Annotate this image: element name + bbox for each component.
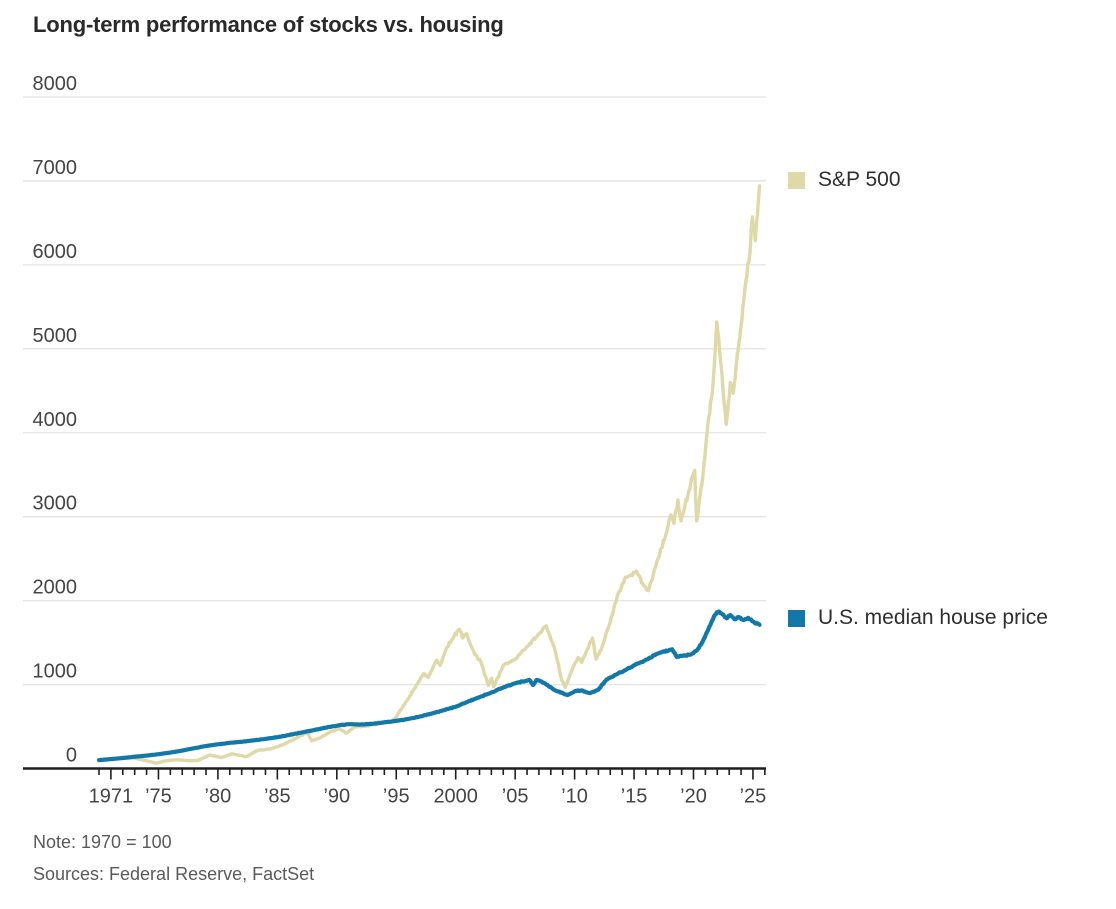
x-tick-label: ’10 bbox=[561, 786, 588, 808]
legend-label-sp500: S&P 500 bbox=[818, 168, 901, 191]
legend-swatch-house-price bbox=[788, 609, 805, 627]
y-tick-label: 3000 bbox=[33, 493, 78, 515]
y-tick-label: 0 bbox=[66, 745, 77, 767]
legend-swatch-sp500 bbox=[788, 171, 805, 189]
x-tick-label: ’95 bbox=[383, 786, 410, 808]
y-tick-label: 5000 bbox=[33, 325, 78, 347]
x-tick-label: ’25 bbox=[740, 786, 767, 808]
x-tick-label: ’05 bbox=[502, 786, 529, 808]
house-price-line bbox=[96, 609, 762, 763]
legend-house-price: U.S. median house price bbox=[788, 606, 1048, 630]
legend-sp500: S&P 500 bbox=[788, 168, 901, 192]
chart-sources: Sources: Federal Reserve, FactSet bbox=[33, 864, 315, 884]
x-tick-label: ’90 bbox=[323, 786, 350, 808]
x-tick-label: ’80 bbox=[205, 786, 232, 808]
chart-title: Long-term performance of stocks vs. hous… bbox=[33, 12, 504, 37]
x-tick-label: ’85 bbox=[264, 786, 291, 808]
y-tick-label: 2000 bbox=[33, 577, 78, 599]
y-tick-label: 1000 bbox=[33, 661, 78, 683]
y-tick-label: 4000 bbox=[33, 409, 78, 431]
x-tick-label: 2000 bbox=[433, 786, 478, 808]
y-tick-label: 6000 bbox=[33, 241, 78, 263]
y-tick-label: 7000 bbox=[33, 157, 78, 179]
x-tick-label: ’75 bbox=[145, 786, 172, 808]
chart-note: Note: 1970 = 100 bbox=[33, 832, 172, 852]
legend-label-house-price: U.S. median house price bbox=[818, 606, 1048, 629]
x-tick-label: ’20 bbox=[680, 786, 707, 808]
x-tick-label: 1971 bbox=[89, 786, 134, 808]
x-tick-label: ’15 bbox=[621, 786, 648, 808]
sp500-line bbox=[97, 184, 762, 765]
y-tick-label: 8000 bbox=[33, 73, 78, 95]
